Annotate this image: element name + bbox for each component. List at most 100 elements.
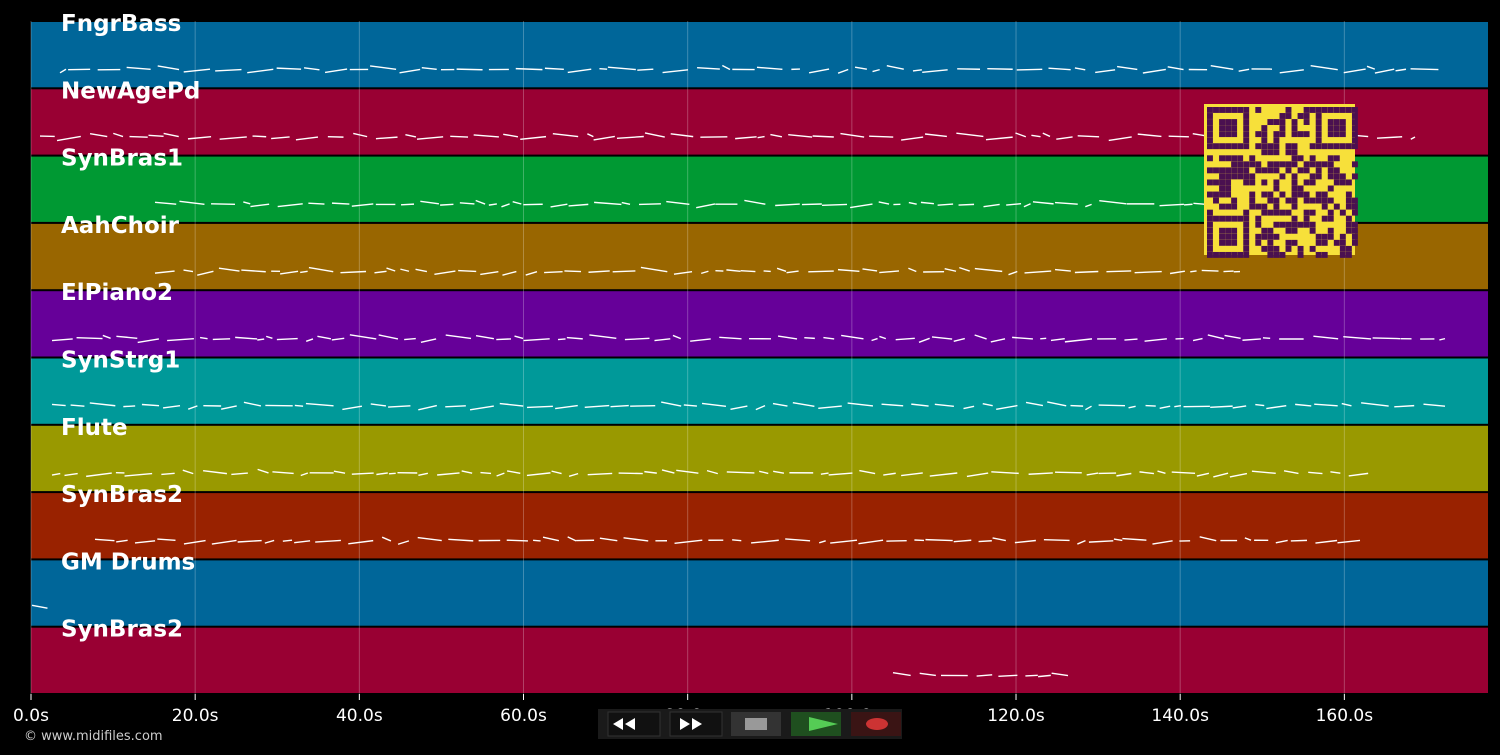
note (1056, 136, 1073, 140)
qr-cell (1339, 173, 1346, 180)
qr-cell (1285, 113, 1292, 119)
qr-cell (1225, 215, 1232, 222)
qr-cell (1255, 239, 1262, 246)
note (1255, 403, 1265, 407)
note (1054, 201, 1078, 205)
qr-cell (1267, 227, 1274, 234)
note (378, 334, 399, 340)
note (862, 268, 878, 272)
note (1410, 68, 1439, 71)
qr-cell (1243, 107, 1250, 113)
qr-cell (1351, 143, 1358, 150)
note (448, 538, 474, 542)
note (1366, 65, 1376, 70)
note (1376, 136, 1403, 139)
note (496, 472, 505, 477)
note (533, 539, 541, 542)
qr-cell (1279, 113, 1286, 119)
note (526, 405, 553, 409)
note (830, 539, 858, 544)
qr-cell (1291, 149, 1298, 156)
qr-cell (1231, 107, 1238, 113)
qr-cell (1303, 161, 1310, 168)
note (179, 200, 205, 206)
note (221, 405, 237, 410)
note (872, 68, 880, 73)
qr-cell (1225, 239, 1232, 246)
note (1016, 68, 1043, 71)
note (282, 539, 293, 542)
qr-cell (1231, 155, 1238, 162)
qr-cell (1351, 227, 1358, 234)
forward-button[interactable] (669, 711, 723, 737)
rewind-button[interactable] (607, 711, 661, 737)
note (271, 136, 290, 140)
x-tick-label: 160.0s (1316, 706, 1374, 726)
note (726, 471, 755, 474)
x-tick-label: 60.0s (500, 706, 547, 726)
qr-cell (1219, 239, 1225, 246)
note (775, 203, 800, 207)
qr-cell (1219, 143, 1225, 150)
qr-cell (1267, 239, 1274, 246)
note (706, 469, 718, 475)
qr-cell (1225, 107, 1232, 113)
icon (745, 718, 767, 730)
note (1098, 404, 1125, 407)
note (1095, 69, 1116, 74)
note (1190, 270, 1197, 273)
note (869, 135, 894, 138)
qr-cell (1225, 119, 1232, 125)
track-name: AahChoir (61, 213, 180, 239)
qr-cell (1261, 245, 1268, 252)
qr-cell (1255, 233, 1262, 240)
qr-cell (1207, 143, 1213, 150)
qr-cell (1351, 239, 1358, 246)
qr-cell (1225, 191, 1232, 198)
qr-cell (1249, 155, 1256, 162)
play-button[interactable] (791, 712, 841, 736)
note (1085, 405, 1092, 411)
note (1238, 68, 1250, 72)
qr-cell (1237, 251, 1244, 258)
note (388, 405, 411, 408)
note (506, 470, 521, 475)
note (1314, 403, 1338, 407)
qr-cell (1321, 143, 1328, 150)
qr-cell (1213, 191, 1219, 198)
qr-cell (1339, 245, 1346, 252)
note (1199, 536, 1217, 542)
note (86, 472, 112, 478)
qr-cell (1321, 203, 1328, 210)
note (901, 472, 923, 477)
qr-cell (1321, 233, 1328, 240)
note (808, 270, 834, 273)
record-button[interactable] (851, 712, 901, 736)
note (978, 540, 992, 543)
note (697, 66, 720, 70)
qr-cell (1351, 203, 1358, 210)
qr-cell (1321, 215, 1328, 222)
qr-cell (1261, 233, 1268, 240)
note (808, 68, 830, 74)
note (415, 268, 428, 273)
stop-button[interactable] (731, 712, 781, 736)
qr-cell (1207, 131, 1213, 138)
qr-cell (1267, 245, 1274, 252)
note (542, 536, 560, 542)
note (683, 404, 697, 407)
note (1077, 540, 1086, 545)
note (594, 201, 622, 206)
qr-cell (1291, 227, 1298, 234)
track-name: Flute (61, 415, 128, 441)
note (126, 66, 151, 71)
note (982, 403, 993, 407)
note (612, 270, 636, 273)
qr-cell (1261, 191, 1268, 198)
note (919, 672, 936, 677)
note (445, 405, 466, 408)
qr-cell (1219, 125, 1225, 132)
note (1040, 337, 1047, 340)
note (568, 472, 579, 477)
qr-cell (1255, 107, 1262, 113)
